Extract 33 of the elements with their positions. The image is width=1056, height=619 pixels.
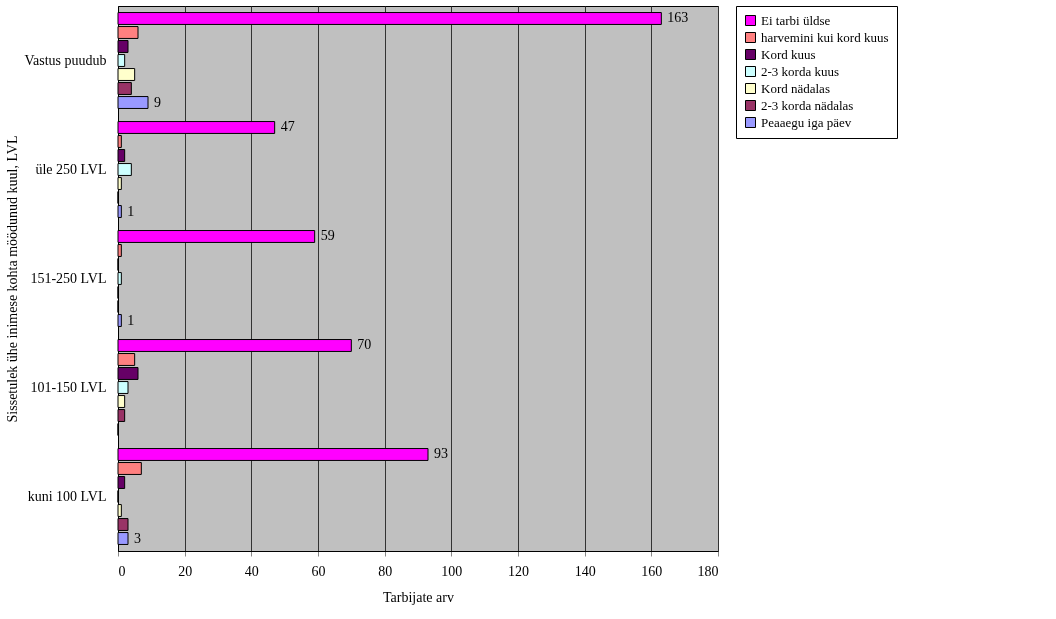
y-tick-label: üle 250 LVL — [35, 161, 107, 177]
data-label: 93 — [434, 446, 448, 462]
x-tick-label: 40 — [244, 563, 259, 579]
x-tick-label: 0 — [118, 563, 126, 579]
x-tick-label: 60 — [311, 563, 326, 579]
legend-label: Kord nädalas — [761, 80, 830, 96]
data-label: 1 — [127, 203, 135, 219]
x-tick-label: 140 — [574, 563, 596, 579]
x-tick-label: 100 — [441, 563, 463, 579]
data-label: 9 — [154, 94, 161, 110]
legend-label: Ei tarbi üldse — [761, 12, 831, 28]
data-label: 59 — [320, 228, 335, 244]
legend-label: 2-3 korda kuus — [761, 63, 839, 79]
data-label: 1 — [127, 312, 135, 328]
data-label: 47 — [280, 119, 295, 135]
legend-label: 2-3 korda nädalas — [761, 97, 854, 113]
data-label: 3 — [134, 530, 141, 546]
x-tick-label: 160 — [641, 563, 663, 579]
legend-label: Peaaegu iga päev — [761, 114, 852, 130]
x-tick-label: 180 — [697, 563, 719, 579]
legend-label: harvemini kui kord kuus — [761, 29, 889, 45]
y-tick-label: kuni 100 LVL — [27, 488, 107, 504]
y-tick-label: 151-250 LVL — [30, 270, 107, 286]
data-label: 163 — [667, 10, 689, 26]
y-tick-label: 101-150 LVL — [30, 379, 107, 395]
y-tick-label: Vastus puudub — [24, 52, 107, 68]
y-axis-title: Sissetulek ühe inimese kohta möödunud kuul, LVL — [5, 135, 21, 423]
x-axis-title: Tarbijate arv — [383, 589, 454, 605]
x-tick-label: 80 — [378, 563, 393, 579]
x-tick-label: 20 — [178, 563, 193, 579]
legend-label: Kord kuus — [761, 46, 816, 62]
x-tick-label: 120 — [508, 563, 529, 579]
data-label: 70 — [357, 337, 372, 353]
